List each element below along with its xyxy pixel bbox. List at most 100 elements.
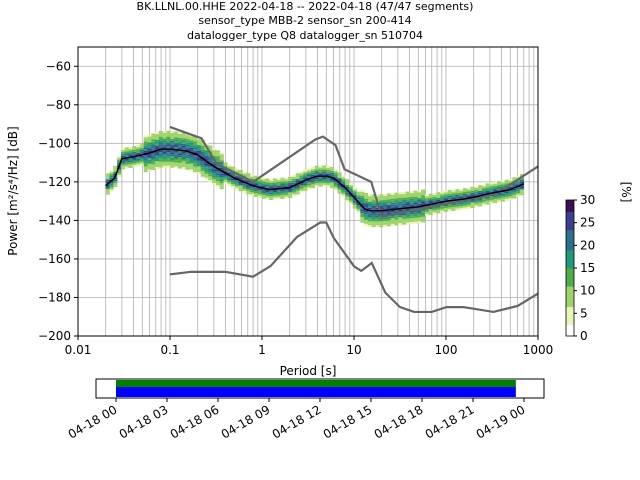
psd-cell (109, 177, 114, 180)
psd-cell (158, 130, 164, 133)
psd-cell (402, 203, 407, 206)
psd-cell (124, 158, 129, 161)
time-tick-label: 04-18 18 (372, 402, 426, 441)
psd-cell (360, 197, 365, 200)
psd-cell (383, 193, 388, 196)
psd-cell (371, 211, 376, 214)
psd-cell (390, 221, 395, 224)
psd-cell (402, 222, 407, 225)
psd-cell (174, 160, 179, 163)
psd-cell (155, 163, 160, 165)
title-line-datalogger: datalogger_type Q8 datalogger_sn 510704 (187, 29, 423, 42)
psd-cell (303, 185, 308, 188)
colorbar-cell (566, 256, 574, 260)
psd-cell (493, 181, 498, 184)
psd-cell (181, 147, 186, 150)
psd-cell (189, 136, 194, 139)
psd-cell (238, 187, 243, 190)
psd-cell (421, 218, 426, 221)
psd-cell (375, 225, 380, 228)
psd-cell (120, 159, 125, 162)
psd-cell (139, 146, 144, 149)
psd-cell (265, 191, 270, 194)
psd-cell (303, 169, 308, 172)
psd-cell (466, 204, 471, 207)
psd-cell (322, 167, 327, 170)
psd-cell (113, 177, 118, 180)
psd-cell (307, 168, 312, 171)
psd-cell (291, 178, 297, 181)
psd-cell (447, 197, 452, 200)
psd-cell (193, 149, 198, 152)
psd-cell (238, 181, 243, 184)
psd-cell (364, 198, 369, 201)
psd-cell (360, 203, 365, 206)
psd-cell (208, 145, 213, 148)
psd-cell (322, 180, 327, 183)
psd-cell (356, 191, 361, 194)
psd-cell (417, 201, 422, 204)
psd-cell (185, 165, 190, 168)
psd-cell (447, 195, 452, 198)
psd-cell (166, 152, 171, 154)
psd-cell (428, 213, 433, 215)
colorbar-cell (566, 224, 574, 228)
psd-cell (128, 150, 133, 153)
psd-cell (151, 141, 156, 144)
psd-cell (284, 185, 289, 188)
psd-cell (280, 183, 285, 186)
psd-cell (394, 194, 399, 197)
psd-cell (405, 193, 411, 196)
psd-cell (307, 187, 312, 190)
psd-cell (478, 200, 483, 203)
psd-cell (383, 201, 388, 204)
psd-cell (367, 219, 373, 222)
psd-cell (193, 145, 198, 148)
psd-cell (512, 194, 517, 197)
psd-cell (352, 189, 357, 192)
psd-cell (288, 184, 293, 187)
psd-cell (136, 150, 141, 153)
psd-cell (117, 175, 122, 178)
psd-cell (504, 179, 509, 182)
psd-cell (314, 169, 319, 172)
psd-cell (117, 155, 122, 158)
psd-cell (177, 141, 183, 144)
psd-cell (352, 200, 357, 203)
psd-cell (204, 175, 209, 178)
psd-cell (360, 209, 365, 212)
psd-cell (204, 169, 209, 172)
psd-cell (204, 165, 209, 168)
psd-cell (405, 222, 411, 225)
psd-cell (352, 206, 357, 209)
psd-cell (204, 167, 209, 170)
psd-cell (497, 192, 502, 195)
psd-cell (174, 133, 179, 136)
psd-cell (246, 188, 251, 191)
psd-cell (436, 199, 441, 202)
psd-cell (208, 157, 213, 160)
psd-cell (155, 147, 160, 150)
psd-cell (462, 195, 468, 198)
psd-cell (402, 205, 407, 208)
psd-cell (265, 178, 270, 181)
psd-cell (143, 170, 148, 173)
psd-cell (196, 141, 202, 144)
psd-cell (394, 206, 399, 209)
psd-cell (170, 136, 175, 139)
psd-cell (417, 190, 422, 193)
colorbar-cell (566, 326, 574, 330)
psd-cell (162, 134, 167, 137)
psd-cell (177, 147, 183, 150)
psd-cell (170, 131, 175, 133)
psd-cell (402, 193, 407, 196)
psd-cell (352, 202, 357, 205)
psd-cell (360, 213, 365, 216)
psd-cell (478, 192, 483, 195)
psd-cell (234, 187, 240, 190)
psd-cell (303, 173, 308, 176)
psd-cell (185, 136, 190, 139)
psd-cell (158, 136, 164, 139)
colorbar-cell (566, 268, 574, 271)
psd-cell (367, 211, 373, 214)
